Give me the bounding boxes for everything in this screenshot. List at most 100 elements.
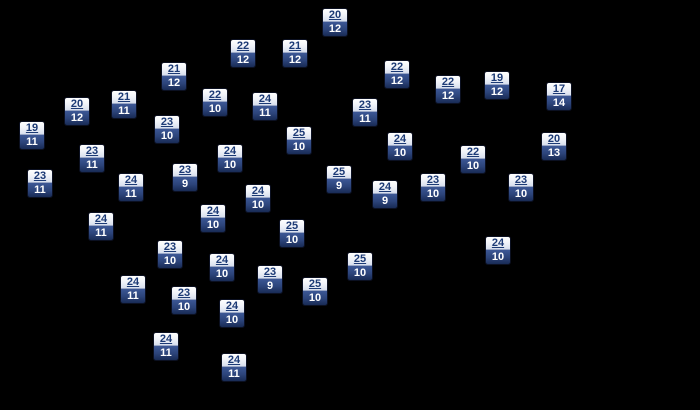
temperature-marker[interactable]: 19 11 <box>20 122 44 149</box>
temperature-marker[interactable]: 23 10 <box>155 116 179 143</box>
high-temp-label[interactable]: 24 <box>154 333 178 346</box>
high-temp-label[interactable]: 25 <box>287 127 311 140</box>
high-temp-label[interactable]: 24 <box>119 174 143 187</box>
high-temp-label[interactable]: 22 <box>461 146 485 159</box>
high-temp-label[interactable]: 24 <box>210 254 234 267</box>
high-temp-label[interactable]: 24 <box>201 205 225 218</box>
high-temp-label[interactable]: 25 <box>303 278 327 291</box>
temperature-marker[interactable]: 24 11 <box>121 276 145 303</box>
high-temp-label[interactable]: 23 <box>421 174 445 187</box>
high-temp-label[interactable]: 23 <box>173 164 197 177</box>
low-temp-label: 12 <box>323 22 347 36</box>
temperature-marker[interactable]: 25 10 <box>287 127 311 154</box>
high-temp-label[interactable]: 24 <box>121 276 145 289</box>
low-temp-label: 13 <box>542 146 566 160</box>
temperature-marker[interactable]: 19 12 <box>485 72 509 99</box>
temperature-marker[interactable]: 21 12 <box>283 40 307 67</box>
high-temp-label[interactable]: 24 <box>220 300 244 313</box>
high-temp-label[interactable]: 23 <box>172 287 196 300</box>
high-temp-label[interactable]: 25 <box>348 253 372 266</box>
high-temp-label[interactable]: 23 <box>158 241 182 254</box>
low-temp-label: 10 <box>509 187 533 201</box>
temperature-marker[interactable]: 22 10 <box>461 146 485 173</box>
low-temp-label: 9 <box>258 279 282 293</box>
high-temp-label[interactable]: 19 <box>20 122 44 135</box>
temperature-marker[interactable]: 24 10 <box>201 205 225 232</box>
temperature-marker[interactable]: 23 11 <box>353 99 377 126</box>
high-temp-label[interactable]: 21 <box>162 63 186 76</box>
high-temp-label[interactable]: 23 <box>28 170 52 183</box>
high-temp-label[interactable]: 22 <box>231 40 255 53</box>
high-temp-label[interactable]: 23 <box>353 99 377 112</box>
high-temp-label[interactable]: 23 <box>80 145 104 158</box>
temperature-marker[interactable]: 21 12 <box>162 63 186 90</box>
temperature-marker[interactable]: 23 9 <box>258 266 282 293</box>
temperature-marker[interactable]: 20 12 <box>323 9 347 36</box>
high-temp-label[interactable]: 24 <box>373 181 397 194</box>
temperature-marker[interactable]: 24 10 <box>218 145 242 172</box>
temperature-marker[interactable]: 25 10 <box>280 220 304 247</box>
high-temp-label[interactable]: 24 <box>222 354 246 367</box>
high-temp-label[interactable]: 23 <box>155 116 179 129</box>
temperature-marker[interactable]: 23 10 <box>158 241 182 268</box>
temperature-marker[interactable]: 24 10 <box>486 237 510 264</box>
high-temp-label[interactable]: 20 <box>542 133 566 146</box>
low-temp-label: 9 <box>327 179 351 193</box>
temperature-marker[interactable]: 24 10 <box>246 185 270 212</box>
temperature-marker[interactable]: 25 10 <box>303 278 327 305</box>
high-temp-label[interactable]: 25 <box>327 166 351 179</box>
high-temp-label[interactable]: 24 <box>388 133 412 146</box>
temperature-marker[interactable]: 23 9 <box>173 164 197 191</box>
temperature-marker[interactable]: 23 10 <box>509 174 533 201</box>
high-temp-label[interactable]: 25 <box>280 220 304 233</box>
temperature-marker[interactable]: 21 11 <box>112 91 136 118</box>
high-temp-label[interactable]: 20 <box>323 9 347 22</box>
temperature-marker[interactable]: 22 10 <box>203 89 227 116</box>
temperature-marker[interactable]: 24 10 <box>210 254 234 281</box>
low-temp-label: 14 <box>547 96 571 110</box>
temperature-marker[interactable]: 24 11 <box>154 333 178 360</box>
temperature-marker[interactable]: 24 10 <box>388 133 412 160</box>
high-temp-label[interactable]: 17 <box>547 83 571 96</box>
temperature-marker[interactable]: 23 11 <box>28 170 52 197</box>
high-temp-label[interactable]: 23 <box>509 174 533 187</box>
temperature-marker[interactable]: 24 11 <box>222 354 246 381</box>
high-temp-label[interactable]: 22 <box>203 89 227 102</box>
high-temp-label[interactable]: 19 <box>485 72 509 85</box>
temperature-marker[interactable]: 24 11 <box>253 93 277 120</box>
temperature-marker[interactable]: 20 13 <box>542 133 566 160</box>
temperature-marker[interactable]: 24 9 <box>373 181 397 208</box>
temperature-marker[interactable]: 22 12 <box>436 76 460 103</box>
temperature-marker[interactable]: 25 10 <box>348 253 372 280</box>
high-temp-label[interactable]: 23 <box>258 266 282 279</box>
high-temp-label[interactable]: 21 <box>112 91 136 104</box>
low-temp-label: 10 <box>172 300 196 314</box>
temperature-marker[interactable]: 25 9 <box>327 166 351 193</box>
high-temp-label[interactable]: 21 <box>283 40 307 53</box>
temperature-marker[interactable]: 23 10 <box>172 287 196 314</box>
temperature-marker[interactable]: 24 11 <box>119 174 143 201</box>
high-temp-label[interactable]: 22 <box>385 61 409 74</box>
high-temp-label[interactable]: 24 <box>486 237 510 250</box>
temperature-marker[interactable]: 24 10 <box>220 300 244 327</box>
high-temp-label[interactable]: 22 <box>436 76 460 89</box>
temperature-marker[interactable]: 22 12 <box>231 40 255 67</box>
low-temp-label: 11 <box>119 187 143 201</box>
temperature-marker[interactable]: 17 14 <box>547 83 571 110</box>
temperature-marker[interactable]: 23 11 <box>80 145 104 172</box>
low-temp-label: 12 <box>436 89 460 103</box>
low-temp-label: 12 <box>231 53 255 67</box>
low-temp-label: 11 <box>80 158 104 172</box>
temperature-marker[interactable]: 23 10 <box>421 174 445 201</box>
high-temp-label[interactable]: 24 <box>246 185 270 198</box>
high-temp-label[interactable]: 24 <box>218 145 242 158</box>
low-temp-label: 10 <box>218 158 242 172</box>
temperature-marker[interactable]: 24 11 <box>89 213 113 240</box>
high-temp-label[interactable]: 24 <box>89 213 113 226</box>
high-temp-label[interactable]: 20 <box>65 98 89 111</box>
high-temp-label[interactable]: 24 <box>253 93 277 106</box>
low-temp-label: 10 <box>303 291 327 305</box>
temperature-marker[interactable]: 22 12 <box>385 61 409 88</box>
temperature-marker[interactable]: 20 12 <box>65 98 89 125</box>
